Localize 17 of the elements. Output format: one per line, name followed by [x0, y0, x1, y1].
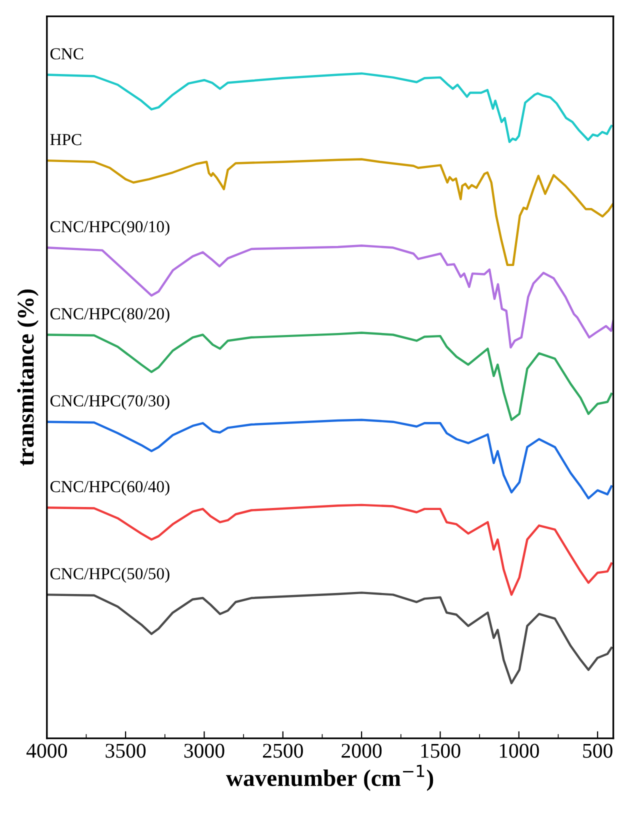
x-tick-label: 2000	[342, 744, 382, 758]
series-label: CNC/HPC(70/30)	[50, 394, 170, 410]
x-tick-label: 2500	[262, 744, 303, 758]
y-axis-title: transmitance (%)	[17, 289, 39, 466]
x-tick-label: 3500	[106, 744, 146, 758]
series-label: CNC/HPC(90/10)	[50, 220, 170, 236]
x-tick-label: 1000	[500, 744, 539, 758]
x-axis-title: wavenumber (cm$^{−1}$)	[226, 764, 434, 791]
series-label: HPC	[50, 134, 82, 146]
x-tick-label: 3000	[184, 744, 224, 758]
series-label: CNC	[50, 48, 84, 60]
x-tick-label: 1500	[421, 744, 460, 758]
x-tick-label: 4000	[26, 744, 67, 758]
series-label: CNC/HPC(60/40)	[50, 480, 170, 496]
series-label: CNC/HPC(50/50)	[50, 568, 170, 583]
x-tick-label: 500	[583, 744, 612, 758]
series-label: CNC/HPC(80/20)	[50, 308, 170, 323]
